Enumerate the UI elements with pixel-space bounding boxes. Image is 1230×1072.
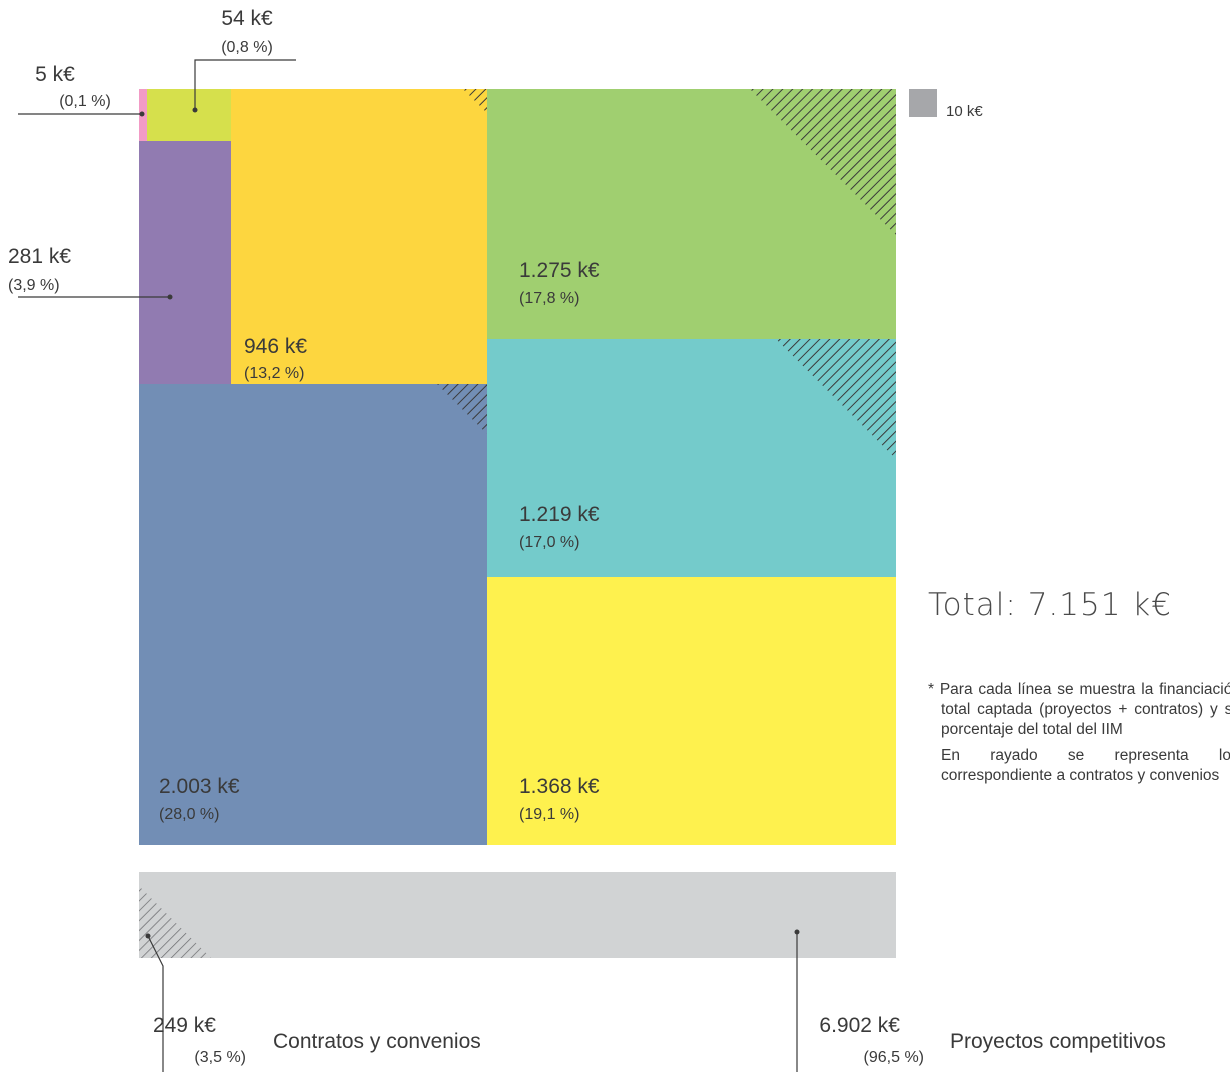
treemap-cell-7	[487, 577, 896, 845]
cell-value-label-3: 946 k€	[244, 335, 307, 358]
hatch-overlay-4	[750, 89, 896, 235]
cell-value-label-4: 1.275 k€	[519, 259, 600, 282]
treemap-cell-3	[231, 89, 487, 384]
cell-value-label-0: 5 k€	[35, 63, 75, 86]
split-segment-name-1: Proyectos competitivos	[950, 1030, 1166, 1053]
split-bar: 249 k€ (3,5 %) Contratos y convenios 6.902 …	[139, 872, 1166, 1072]
treemap-labels: 5 k€ (0,1 %) 54 k€ (0,8 %) 281 k€ (3,9 %) 946 …	[8, 7, 600, 823]
cell-pct-label-6: (28,0 %)	[159, 806, 219, 823]
hatch-overlay-6	[437, 384, 487, 434]
leader-dot-1	[192, 107, 198, 113]
split-value-label-0: 249 k€	[153, 1014, 216, 1037]
split-leader-dot-0	[145, 933, 151, 939]
total-label: Total: 7.151 k€	[928, 587, 1172, 623]
hatch-overlays	[437, 89, 896, 459]
cell-pct-label-4: (17,8 %)	[519, 290, 579, 307]
split-pct-label-0: (3,5 %)	[194, 1049, 246, 1066]
split-pct-label-1: (96,5 %)	[864, 1049, 924, 1066]
cell-pct-label-0: (0,1 %)	[59, 93, 111, 110]
cell-value-label-7: 1.368 k€	[519, 775, 600, 798]
cell-value-label-2: 281 k€	[8, 245, 71, 268]
leader-dot-0	[139, 111, 145, 117]
split-bar-hatch	[139, 886, 211, 958]
cell-pct-label-7: (19,1 %)	[519, 806, 579, 823]
split-segment-name-0: Contratos y convenios	[273, 1030, 481, 1053]
cell-value-label-6: 2.003 k€	[159, 775, 240, 798]
legend-label: 10 k€	[946, 103, 983, 120]
cell-pct-label-3: (13,2 %)	[244, 365, 304, 382]
cell-pct-label-2: (3,9 %)	[8, 277, 60, 294]
note-financing: * Para cada línea se muestra la financia…	[928, 681, 1230, 738]
hatch-overlay-3	[463, 89, 487, 113]
legend-swatch	[909, 89, 937, 117]
cell-value-label-5: 1.219 k€	[519, 503, 600, 526]
note-hatched: En rayado se representa lo correspondien…	[941, 747, 1230, 784]
cell-pct-label-1: (0,8 %)	[221, 39, 273, 56]
cell-value-label-1: 54 k€	[221, 7, 273, 30]
split-leader-dot-1	[794, 929, 800, 935]
split-value-label-1: 6.902 k€	[819, 1014, 900, 1037]
treemap-cell-6	[139, 384, 487, 845]
treemap-cell-1	[147, 89, 231, 141]
treemap-cell-2	[139, 141, 231, 384]
split-leader-line-0	[147, 935, 164, 1072]
treemap-cells	[139, 89, 896, 845]
split-bar-rect	[139, 872, 896, 958]
leader-line-1	[194, 59, 296, 110]
leader-dot-2	[167, 294, 173, 300]
cell-pct-label-5: (17,0 %)	[519, 534, 579, 551]
hatch-overlay-5	[776, 339, 896, 459]
